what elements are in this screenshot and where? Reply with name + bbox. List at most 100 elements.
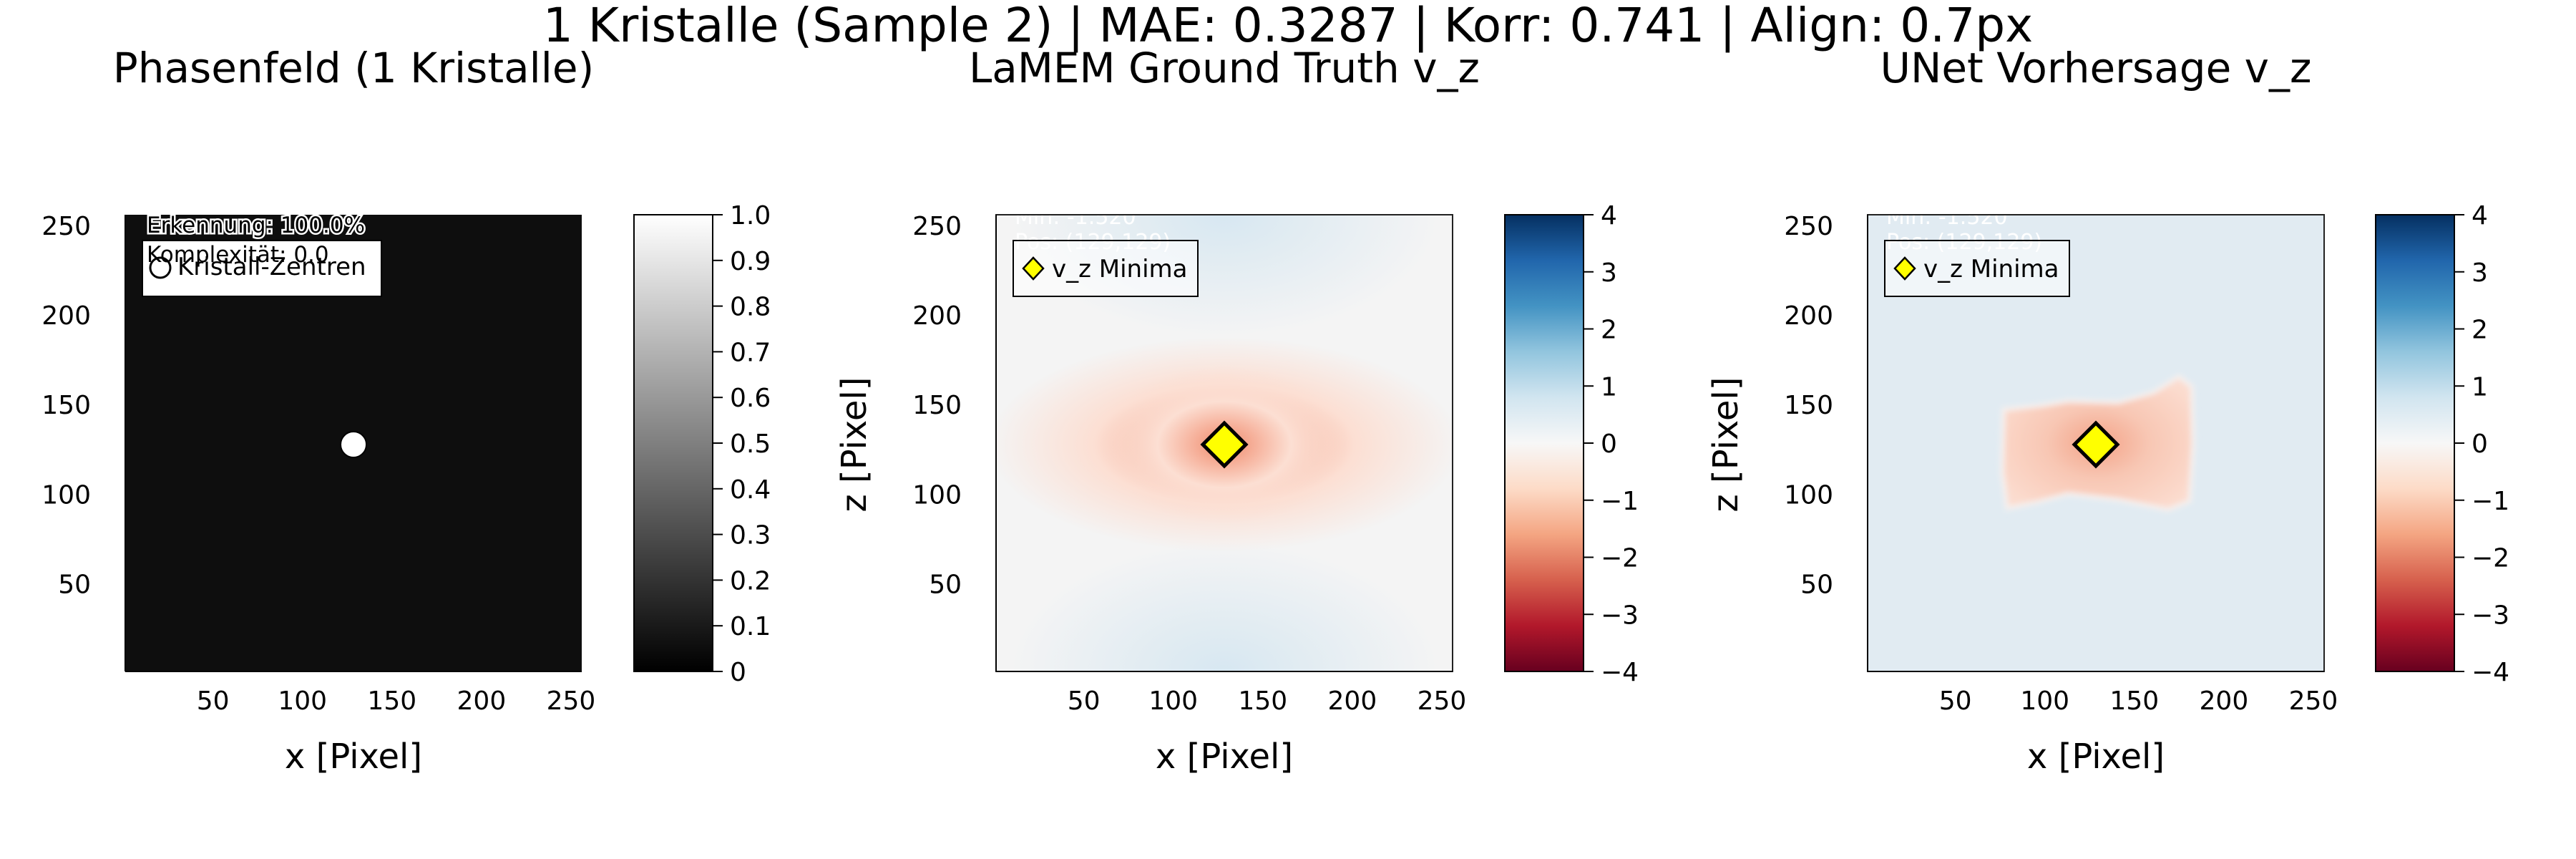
colorbar-tick-label: 0.3 <box>730 521 771 550</box>
y-tick-label: 50 <box>58 570 91 599</box>
x-tick-label: 250 <box>1418 686 1467 716</box>
x-tick-label: 200 <box>1328 686 1377 716</box>
colorbar-tick-label: −4 <box>1601 658 1639 687</box>
pred-colorbar <box>2376 215 2454 671</box>
y-tick-label: 150 <box>912 391 962 420</box>
phase-overlay-recognition: Erkennung: 100.0% <box>147 213 365 238</box>
panel-unet-prediction: UNet Vorhersage v_z Min: -1.520 Pos: (12… <box>1706 44 2509 777</box>
x-tick-label: 100 <box>2020 686 2069 716</box>
y-tick-label: 200 <box>1784 301 1833 331</box>
crystal-center-marker <box>340 431 367 458</box>
x-tick-label: 250 <box>547 686 596 716</box>
y-tick-label: 100 <box>912 480 962 510</box>
colorbar-tick-label: −4 <box>2472 658 2509 687</box>
pred-x-axis: 50 100 150 200 250 <box>1868 671 2338 716</box>
truth-y-axis: 50 100 150 200 250 <box>912 212 997 671</box>
x-tick-label: 150 <box>1238 686 1287 716</box>
y-tick-label: 250 <box>1784 212 1833 241</box>
colorbar-tick-label: 2 <box>1601 316 1617 345</box>
x-tick-label: 150 <box>2109 686 2159 716</box>
x-tick-label: 50 <box>1939 686 1972 716</box>
colorbar-tick-label: 1.0 <box>730 201 771 230</box>
colorbar-tick-label: 0 <box>730 658 746 687</box>
y-tick-label: 250 <box>42 212 91 241</box>
colorbar-tick-label: 3 <box>1601 258 1617 288</box>
truth-overlay-min: Min: -1.520 <box>1015 205 1136 230</box>
x-tick-label: 200 <box>457 686 507 716</box>
phase-legend-label: Kristall-Zentren <box>177 253 366 281</box>
phase-overlay-complexity: Komplexität: 0.0 <box>147 242 329 268</box>
panel-pred-title: UNet Vorhersage v_z <box>1880 44 2312 92</box>
colorbar-tick-label: 0.8 <box>730 293 771 322</box>
y-tick-label: 50 <box>929 570 962 599</box>
colorbar-tick-label: 2 <box>2472 316 2488 345</box>
colorbar-tick-label: 0.2 <box>730 566 771 596</box>
legend-diamond-icon <box>1893 256 1916 281</box>
y-tick-label: 200 <box>912 301 962 331</box>
y-tick-label: 100 <box>1784 480 1833 510</box>
colorbar-tick-label: 0.9 <box>730 247 771 276</box>
colorbar-tick-label: 1 <box>1601 372 1617 402</box>
colorbar-tick-label: 4 <box>2472 201 2488 230</box>
colorbar-tick-label: 4 <box>1601 201 1617 230</box>
figure-suptitle: 1 Kristalle (Sample 2) | MAE: 0.3287 | K… <box>543 0 2033 53</box>
colorbar-tick-label: −3 <box>2472 601 2509 630</box>
phase-colorbar-ticks: 0 0.1 0.2 0.3 0.4 0.5 0.6 0.7 0.8 0.9 1.0 <box>633 201 771 687</box>
y-tick-label: 150 <box>1784 391 1833 420</box>
pred-minimum-marker <box>2072 420 2120 469</box>
colorbar-tick-label: 0.5 <box>730 430 771 459</box>
phase-x-label: x [Pixel] <box>285 737 422 777</box>
truth-x-label: x [Pixel] <box>1156 737 1293 777</box>
truth-colorbar <box>1505 215 1584 671</box>
colorbar-tick-label: 0.7 <box>730 338 771 367</box>
x-tick-label: 150 <box>367 686 416 716</box>
pred-legend-label: v_z Minima <box>1923 255 2059 283</box>
colorbar-tick-label: −1 <box>1601 487 1639 516</box>
pred-colorbar-ticks: −4 −3 −2 −1 0 1 2 3 4 <box>2375 201 2509 687</box>
y-tick-label: 250 <box>912 212 962 241</box>
truth-legend: v_z Minima <box>1013 240 1199 297</box>
legend-circle-icon <box>149 256 172 279</box>
pred-legend: v_z Minima <box>1884 240 2070 297</box>
y-tick-label: 200 <box>42 301 91 331</box>
pred-overlay-min: Min: -1.520 <box>1886 205 2008 230</box>
x-tick-label: 50 <box>197 686 230 716</box>
colorbar-tick-label: −3 <box>1601 601 1639 630</box>
y-tick-label: 150 <box>42 391 91 420</box>
colorbar-tick-label: 0 <box>2472 430 2488 459</box>
pred-y-label: z [Pixel] <box>1706 377 1746 513</box>
phase-y-axis: 50 100 150 200 250 <box>42 212 126 671</box>
colorbar-tick-label: 0.4 <box>730 475 771 505</box>
y-tick-label: 100 <box>42 480 91 510</box>
legend-diamond-icon <box>1022 256 1045 281</box>
truth-y-label: z [Pixel] <box>834 377 874 513</box>
colorbar-tick-label: 0.1 <box>730 612 771 641</box>
pred-x-label: x [Pixel] <box>2027 737 2165 777</box>
pred-y-axis: 50 100 150 200 250 <box>1784 212 1868 671</box>
colorbar-tick-label: 0.6 <box>730 384 771 413</box>
colorbar-tick-label: −2 <box>1601 544 1639 573</box>
phase-x-axis: 50 100 150 200 250 <box>125 671 595 716</box>
phase-colorbar <box>634 215 713 671</box>
panel-truth-title: LaMEM Ground Truth v_z <box>969 44 1480 92</box>
truth-legend-label: v_z Minima <box>1052 255 1188 283</box>
panel-ground-truth: LaMEM Ground Truth v_z Min: -1.520 Pos: … <box>834 44 1639 777</box>
x-tick-label: 50 <box>1068 686 1101 716</box>
truth-colorbar-ticks: −4 −3 −2 −1 0 1 2 3 4 <box>1504 201 1639 687</box>
x-tick-label: 250 <box>2289 686 2338 716</box>
colorbar-tick-label: 3 <box>2472 258 2488 288</box>
y-tick-label: 50 <box>1800 570 1833 599</box>
truth-minimum-marker <box>1200 420 1249 469</box>
panel-phase-title: Phasenfeld (1 Kristalle) <box>113 44 594 92</box>
panel-phase-field: Phasenfeld (1 Kristalle) Erkennung: 100.… <box>42 44 771 777</box>
phase-legend: Kristall-Zentren <box>142 240 382 297</box>
colorbar-tick-label: −2 <box>2472 544 2509 573</box>
colorbar-tick-label: 1 <box>2472 372 2488 402</box>
truth-x-axis: 50 100 150 200 250 <box>996 671 1466 716</box>
x-tick-label: 200 <box>2200 686 2249 716</box>
truth-halo-bottom <box>1010 543 1439 671</box>
x-tick-label: 100 <box>278 686 327 716</box>
colorbar-tick-label: −1 <box>2472 487 2509 516</box>
colorbar-tick-label: 0 <box>1601 430 1617 459</box>
